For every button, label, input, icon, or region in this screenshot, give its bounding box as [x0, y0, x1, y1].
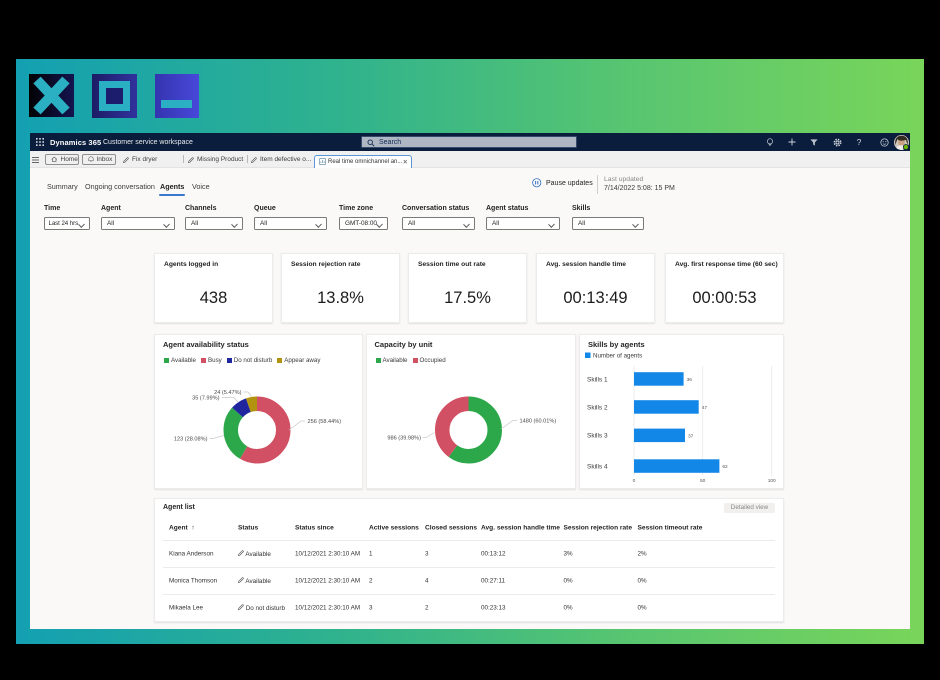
svg-text:Skills 3: Skills 3 — [587, 433, 608, 440]
svg-text:Skills 4: Skills 4 — [587, 463, 608, 470]
svg-text:24 (5.47%): 24 (5.47%) — [214, 390, 241, 396]
svg-text:0: 0 — [633, 478, 636, 484]
svg-text:Number of agents: Number of agents — [593, 353, 642, 360]
svg-text:Skills 2: Skills 2 — [587, 404, 608, 411]
svg-text:37: 37 — [688, 433, 694, 439]
svg-text:256 (58.44%): 256 (58.44%) — [308, 419, 342, 425]
svg-text:36: 36 — [687, 377, 693, 383]
svg-text:Skills 1: Skills 1 — [587, 376, 608, 383]
svg-text:123 (28.08%): 123 (28.08%) — [174, 437, 208, 443]
svg-text:47: 47 — [702, 405, 708, 411]
svg-text:62: 62 — [722, 464, 728, 470]
svg-text:50: 50 — [700, 478, 706, 484]
svg-text:35 (7.99%): 35 (7.99%) — [192, 396, 219, 402]
svg-text:1480 (60.01%): 1480 (60.01%) — [519, 419, 556, 425]
svg-text:100: 100 — [768, 478, 776, 484]
svg-text:986 (39.98%): 986 (39.98%) — [387, 436, 421, 442]
